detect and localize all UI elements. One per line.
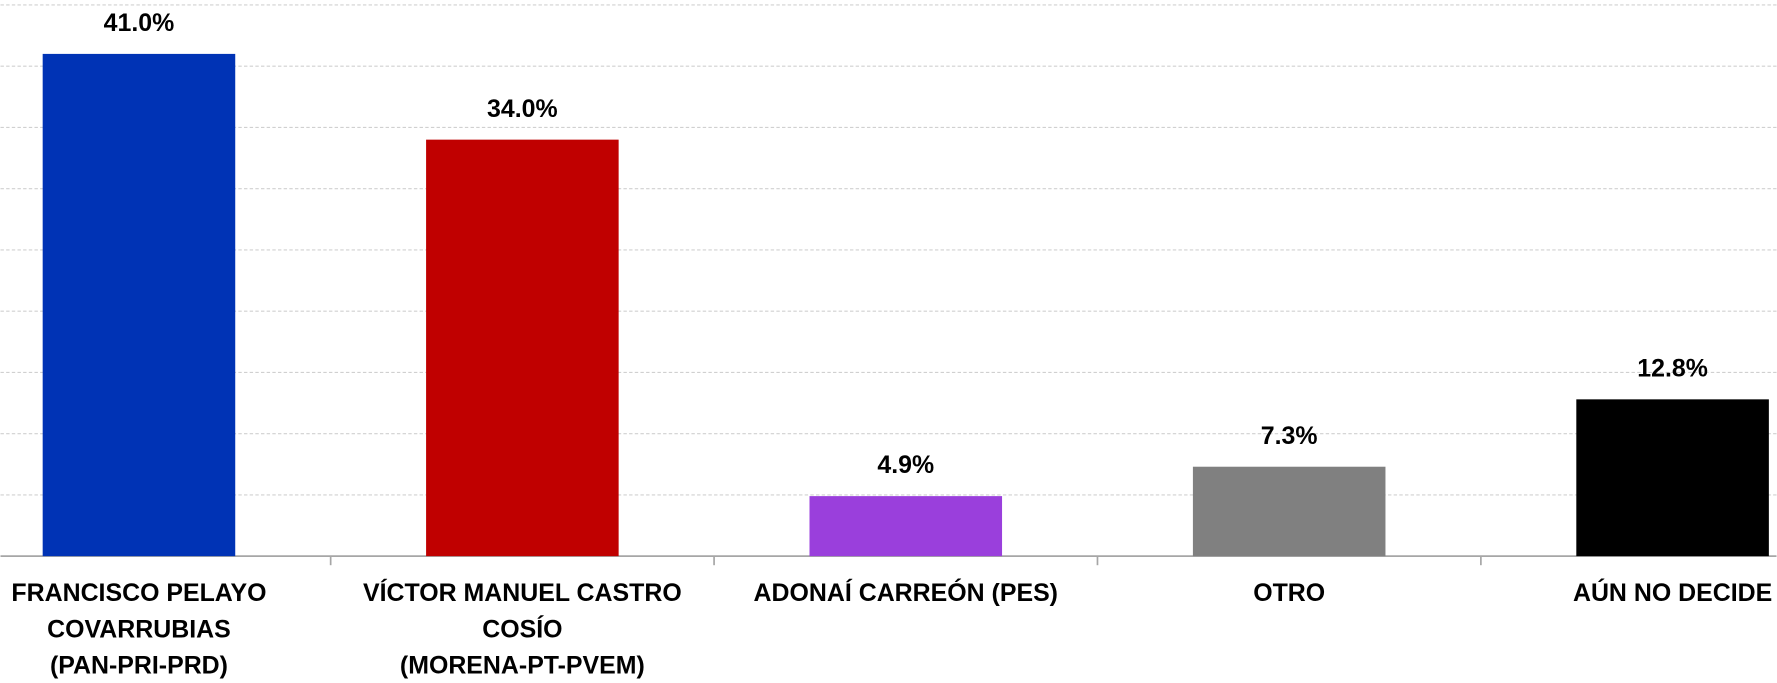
value-label: 41.0% <box>104 9 175 37</box>
bar <box>42 53 236 557</box>
value-label: 34.0% <box>487 95 558 123</box>
x-tick-label: AÚN NO DECIDE <box>1573 577 1772 607</box>
bar <box>1192 466 1386 557</box>
value-label: 4.9% <box>877 451 934 479</box>
x-tick-label: VÍCTOR MANUEL CASTRO <box>363 578 682 607</box>
x-tick-label: (PAN-PRI-PRD) <box>50 652 228 680</box>
bar <box>1576 399 1769 557</box>
x-tick-label: COVARRUBIAS <box>47 615 231 643</box>
x-tick-label: ADONAÍ CARREÓN (PES) <box>754 577 1058 607</box>
x-tick-label: COSÍO <box>482 614 562 643</box>
x-tick-label: OTRO <box>1253 579 1325 607</box>
value-label: 7.3% <box>1261 422 1318 450</box>
x-tick-label: (MORENA-PT-PVEM) <box>400 652 645 680</box>
x-tick-label: FRANCISCO PELAYO <box>11 579 266 607</box>
bar <box>426 139 619 557</box>
bar <box>809 496 1003 557</box>
value-label: 12.8% <box>1637 354 1708 382</box>
